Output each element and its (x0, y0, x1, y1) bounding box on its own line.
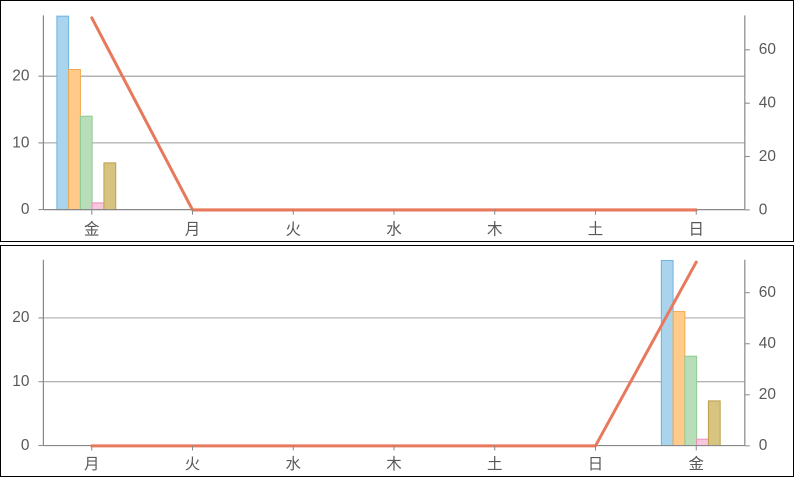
svg-text:10: 10 (12, 373, 29, 390)
svg-text:火: 火 (286, 221, 302, 238)
svg-text:40: 40 (759, 335, 776, 352)
svg-text:土: 土 (487, 456, 502, 474)
svg-text:60: 60 (759, 284, 776, 301)
svg-text:20: 20 (759, 148, 776, 165)
svg-text:金: 金 (84, 220, 100, 238)
svg-text:水: 水 (286, 456, 301, 474)
svg-text:月: 月 (185, 221, 200, 238)
svg-text:0: 0 (21, 201, 30, 218)
svg-text:日: 日 (689, 221, 704, 238)
svg-text:0: 0 (759, 437, 768, 454)
svg-text:木: 木 (487, 220, 503, 238)
svg-text:0: 0 (21, 437, 30, 454)
svg-text:60: 60 (759, 41, 776, 58)
svg-text:土: 土 (588, 220, 603, 238)
svg-text:0: 0 (759, 201, 768, 218)
svg-text:水: 水 (386, 220, 402, 238)
svg-text:20: 20 (759, 386, 776, 403)
svg-text:日: 日 (588, 457, 603, 474)
svg-text:火: 火 (185, 457, 200, 474)
svg-text:20: 20 (12, 67, 29, 84)
svg-text:20: 20 (12, 310, 29, 327)
svg-text:40: 40 (759, 94, 776, 111)
svg-text:月: 月 (84, 457, 99, 474)
svg-text:金: 金 (689, 456, 704, 474)
svg-text:10: 10 (12, 134, 29, 151)
svg-text:木: 木 (386, 456, 401, 474)
